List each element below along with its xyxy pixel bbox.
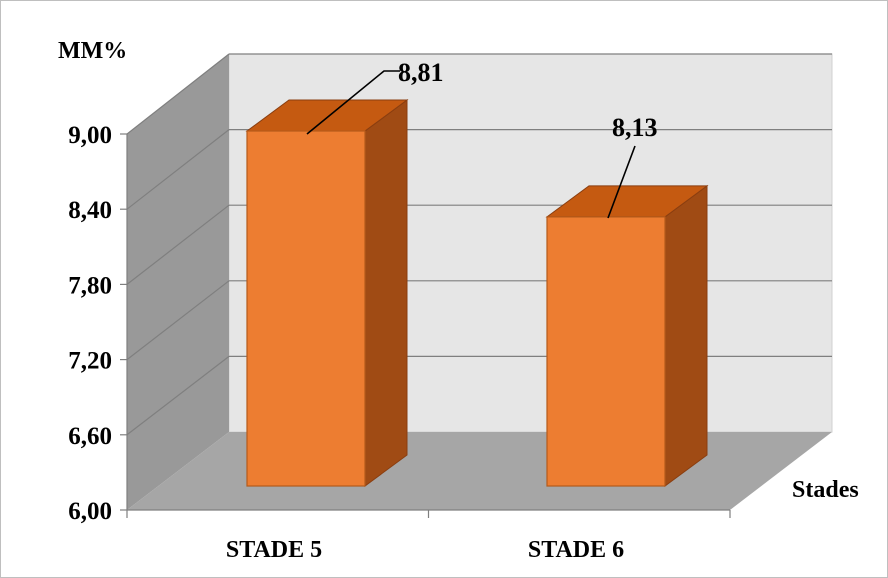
bar-stade-6 (545, 184, 709, 487)
y-tick-label: 9,00 (68, 122, 112, 149)
data-label-leaders (306, 70, 636, 219)
gridline-side (126, 53, 230, 135)
category-label-stade-5: STADE 5 (226, 537, 322, 563)
data-label-stade-6: 8,13 (612, 113, 658, 142)
bar-front-face (246, 130, 366, 487)
leader-line-stade-6 (607, 145, 636, 219)
y-axis-title: MM% (58, 38, 127, 64)
y-tick-label: 7,80 (68, 272, 112, 299)
bars (245, 99, 709, 487)
bar-stade-5 (245, 99, 409, 487)
data-label-stade-5: 8,81 (398, 58, 444, 87)
y-axis-ticks: 6,00 6,60 7,20 7,80 8,40 9,00 (68, 122, 128, 525)
gridline-side (126, 280, 230, 361)
x-axis-title: Stades (792, 477, 859, 503)
gridline-side (126, 204, 230, 285)
side-wall (127, 54, 229, 510)
category-label-stade-6: STADE 6 (528, 537, 624, 563)
x-axis (126, 509, 731, 518)
floor (127, 432, 832, 510)
gridline-side (126, 129, 230, 210)
gridline-side (126, 355, 230, 436)
y-tick-label: 7,20 (68, 348, 112, 375)
leader-line-stade-5 (306, 70, 400, 135)
y-tick-label: 8,40 (68, 197, 112, 224)
bar-front-face (546, 216, 666, 487)
bar-side-face (664, 184, 708, 487)
bar-side-face (364, 99, 408, 487)
y-tick-label: 6,00 (68, 498, 112, 525)
y-tick-label: 6,60 (68, 423, 112, 450)
